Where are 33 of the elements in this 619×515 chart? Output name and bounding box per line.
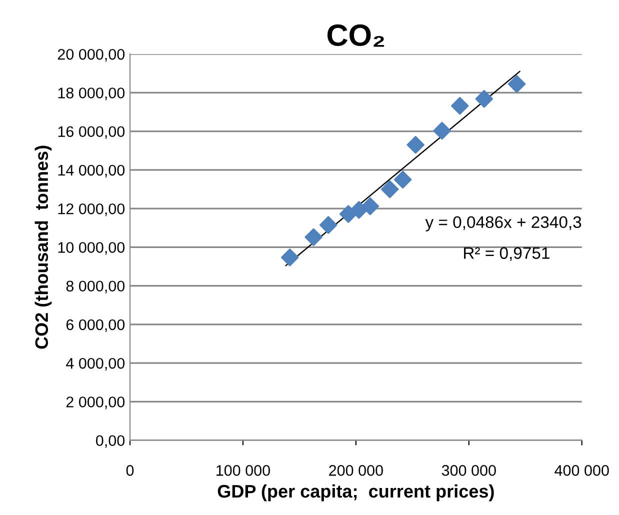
chart-title: CO₂ (327, 24, 384, 47)
y-tick-label: 18 000,00 (58, 88, 125, 100)
y-tick-label: 6 000,00 (66, 319, 125, 332)
x-tick-label: 200 000 (329, 465, 383, 476)
point (361, 197, 380, 216)
x-axis-title: GDP (per capita; current prices) (218, 484, 494, 502)
x-tick-label: 400 000 (554, 465, 609, 476)
x-tick-label: 300 000 (442, 465, 496, 476)
point (406, 136, 424, 154)
y-axis-title: CO2 (thousand tonnes) (34, 146, 52, 349)
y-tick-label: 20 000,00 (58, 48, 125, 62)
annotation: R² = 0,9751 (464, 247, 550, 261)
y-tick-label: 4 000,00 (66, 358, 125, 371)
point (350, 201, 368, 219)
point (394, 170, 412, 189)
y-tick-label: 14 000,00 (58, 164, 125, 178)
y-tick-label: 16 000,00 (58, 126, 125, 139)
point (450, 96, 469, 115)
annotation: y = 0,0486x + 2340,3 (425, 216, 582, 232)
point (304, 228, 322, 246)
point (380, 180, 399, 198)
y-tick-label: 12 000,00 (58, 203, 125, 216)
point (508, 75, 526, 93)
y-tick-label: 10 000,00 (58, 242, 125, 255)
y-tick-label: 8 000,00 (66, 280, 125, 294)
y-tick-label: 0,00 (96, 435, 125, 448)
x-tick-label: 0 (126, 465, 134, 476)
point (433, 122, 451, 140)
point (280, 248, 299, 266)
point (475, 90, 494, 108)
x-tick-label: 100 000 (216, 465, 270, 476)
point (319, 216, 338, 234)
y-tick-label: 2 000,00 (66, 396, 125, 410)
